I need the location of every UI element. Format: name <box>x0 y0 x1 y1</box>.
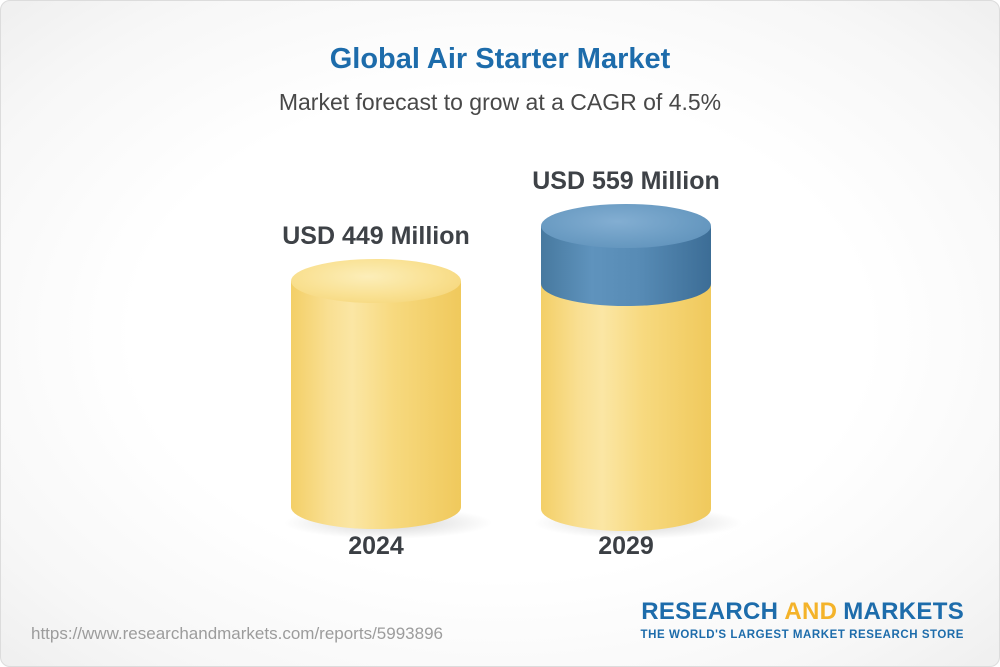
logo-word-and: AND <box>784 598 838 625</box>
chart-title: Global Air Starter Market <box>329 43 671 75</box>
logo-wordmark: RESEARCH AND MARKETS <box>641 598 964 626</box>
bar-2029-base-segment <box>541 284 711 531</box>
bar-2024-top-ellipse <box>291 259 461 303</box>
logo-tagline: THE WORLD'S LARGEST MARKET RESEARCH STOR… <box>640 629 964 641</box>
logo-word-markets: MARKETS <box>843 598 964 625</box>
bar-2024-cylinder <box>291 281 461 529</box>
value-label-2029: USD 559 Million <box>532 167 720 195</box>
bar-2029-top-ellipse <box>541 204 711 248</box>
axis-label-2029: 2029 <box>598 532 654 560</box>
chart-subtitle: Market forecast to grow at a CAGR of 4.5… <box>278 89 722 115</box>
report-url: https://www.researchandmarkets.com/repor… <box>31 624 443 643</box>
value-label-2024: USD 449 Million <box>282 222 470 250</box>
research-and-markets-logo: RESEARCH AND MARKETS THE WORLD'S LARGEST M… <box>641 598 964 641</box>
logo-word-research: RESEARCH <box>641 598 779 625</box>
axis-label-2024: 2024 <box>348 532 404 560</box>
